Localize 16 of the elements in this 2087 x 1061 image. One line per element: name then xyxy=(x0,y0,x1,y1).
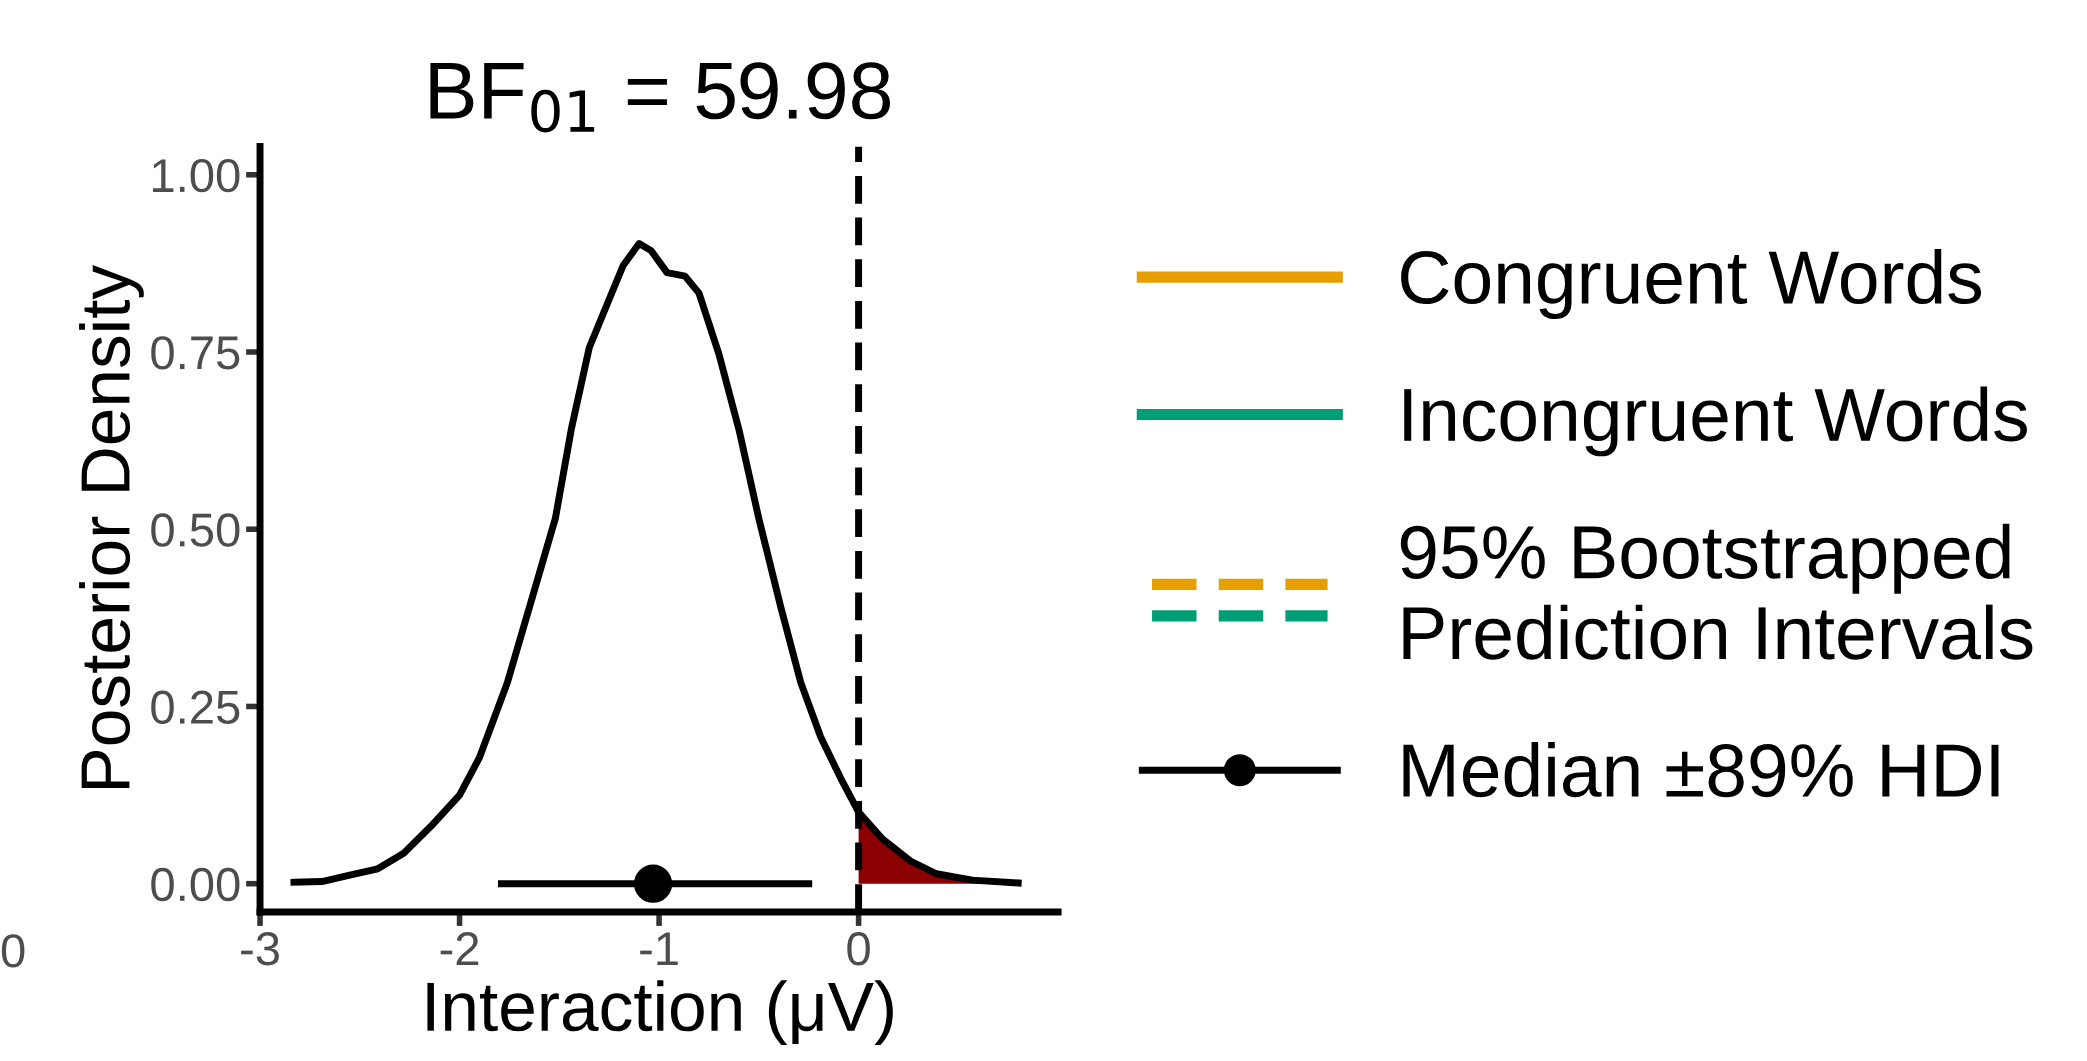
y-tick-label: 1.00 xyxy=(152,158,240,193)
y-axis-title: Posterior Density xyxy=(79,264,144,788)
x-tick-label: -3 xyxy=(241,932,279,966)
x-tick-label: 0 xyxy=(847,932,870,966)
legend-label: Congruent Words xyxy=(1401,249,1982,319)
legend-label: Median ±89% HDI xyxy=(1403,742,1999,798)
x-tick-label: -1 xyxy=(640,932,678,966)
y-tick-label: 0.25 xyxy=(151,690,240,725)
x-tick-label: -2 xyxy=(440,932,479,966)
y-tick-label: 0.75 xyxy=(151,336,240,370)
y-tick-label: 0.00 xyxy=(151,867,240,902)
legend-label: 95% Bootstrapped Prediction Intervals xyxy=(1400,523,2033,660)
y-tick-label: 0.50 xyxy=(151,513,240,547)
chart-title: BF$_{01}$ = 59.98 xyxy=(430,62,890,133)
legend-label: Incongruent Words xyxy=(1404,386,2027,457)
x-axis-title: Interaction (μV) xyxy=(427,980,893,1046)
